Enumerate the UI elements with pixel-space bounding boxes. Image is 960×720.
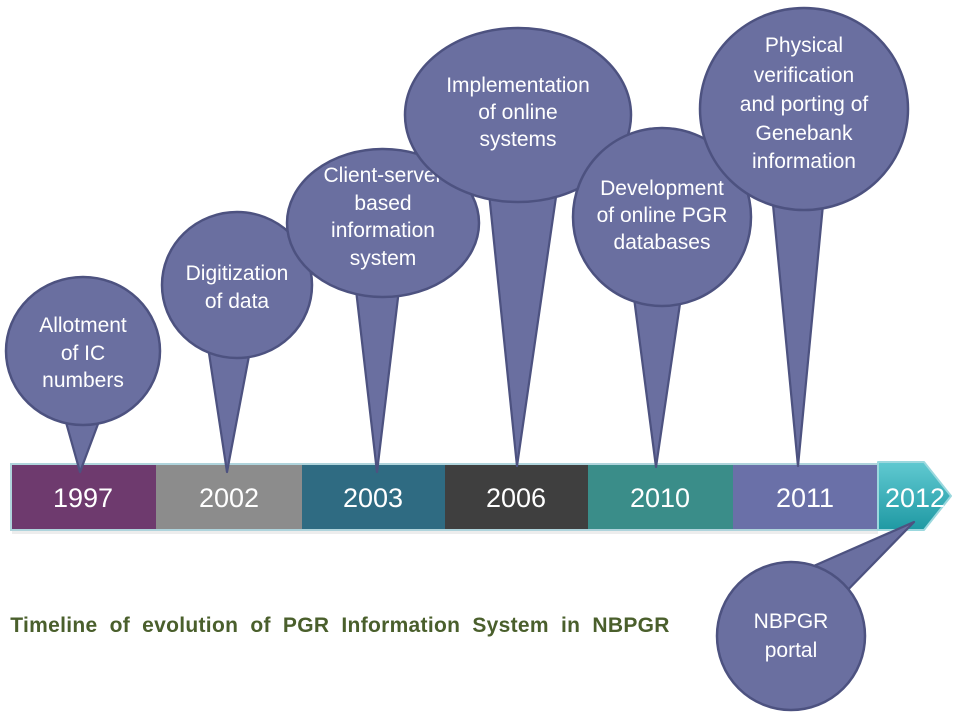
arrow-segment-2012 — [877, 461, 952, 531]
bubble-text-line: information — [752, 150, 856, 173]
bubble-nbpgr-portal: NBPGR portal — [715, 520, 916, 712]
bubble-shape — [698, 6, 910, 212]
bubble-allotment-of-ic-numbers: Allotment of IC numbers — [4, 275, 162, 474]
bubble-online-systems-implementation: Implementation of online systems — [403, 26, 633, 468]
year-label-2003: 2003 — [343, 483, 403, 513]
bubble-text-line: Implementation — [446, 74, 590, 97]
timeline-bar: 1997 2002 2003 2006 2010 2011 2012 — [10, 461, 952, 534]
bubble-text-line: NBPGR — [754, 610, 829, 633]
bubble-client-server-system: Client-server based information system — [285, 147, 481, 474]
bubble-shape — [571, 126, 753, 308]
segment-2010 — [588, 464, 733, 530]
bubble-text-line: databases — [614, 231, 711, 254]
bubble-text-line: of online — [478, 101, 557, 124]
bubble-text-line: verification — [754, 64, 854, 87]
bubble-shape — [4, 275, 162, 427]
bubble-text-line: and porting of — [740, 93, 869, 116]
bubble-text-line: Genebank — [756, 122, 853, 145]
bubble-text-line: portal — [765, 639, 818, 662]
bubble-text-line: based — [354, 192, 411, 215]
bubble-shape — [285, 147, 481, 299]
bubble-tail — [205, 338, 254, 474]
bubble-tail — [486, 181, 560, 468]
year-label-2010: 2010 — [630, 483, 690, 513]
bubble-text-line: Digitization — [186, 262, 289, 285]
segment-1997 — [10, 464, 156, 530]
bubble-tail — [631, 288, 684, 469]
year-label-2006: 2006 — [486, 483, 546, 513]
bubble-text-line: of data — [205, 290, 270, 313]
bubble-text-line: of IC — [61, 342, 105, 365]
year-label-2011: 2011 — [776, 483, 834, 513]
bubble-shape — [715, 560, 867, 712]
bubble-shape — [160, 210, 314, 360]
year-labels: 1997 2002 2003 2006 2010 2011 2012 — [53, 483, 945, 513]
bubble-tail — [770, 192, 826, 468]
bubble-text-line: numbers — [42, 369, 124, 392]
bubble-text-line: systems — [479, 128, 556, 151]
year-label-2002: 2002 — [199, 483, 259, 513]
year-label-2012: 2012 — [885, 483, 945, 513]
bubble-text-line: Allotment — [39, 314, 127, 337]
segment-2006 — [445, 464, 588, 530]
bubble-text-line: information — [331, 219, 435, 242]
segment-2003 — [302, 464, 445, 530]
segment-2011 — [733, 464, 878, 530]
bubble-text-line: Physical — [765, 34, 843, 57]
bubble-online-pgr-databases: Development of online PGR databases — [571, 126, 753, 469]
bar-shadow — [12, 530, 878, 534]
bubble-text-line: of online PGR — [597, 204, 728, 227]
bubble-tail — [353, 279, 402, 474]
year-label-1997: 1997 — [53, 483, 113, 513]
bubble-text-line: system — [350, 247, 417, 270]
bubble-genebank-verification: Physical verification and porting of Gen… — [698, 6, 910, 468]
bubble-text-line: Development — [600, 177, 724, 200]
bubble-text-line: Client-server — [323, 164, 442, 187]
bubble-digitization-of-data: Digitization of data — [160, 210, 314, 474]
caption: Timeline of evolution of PGR Information… — [10, 614, 669, 637]
segment-2002 — [156, 464, 302, 530]
bubble-shape — [403, 26, 633, 204]
